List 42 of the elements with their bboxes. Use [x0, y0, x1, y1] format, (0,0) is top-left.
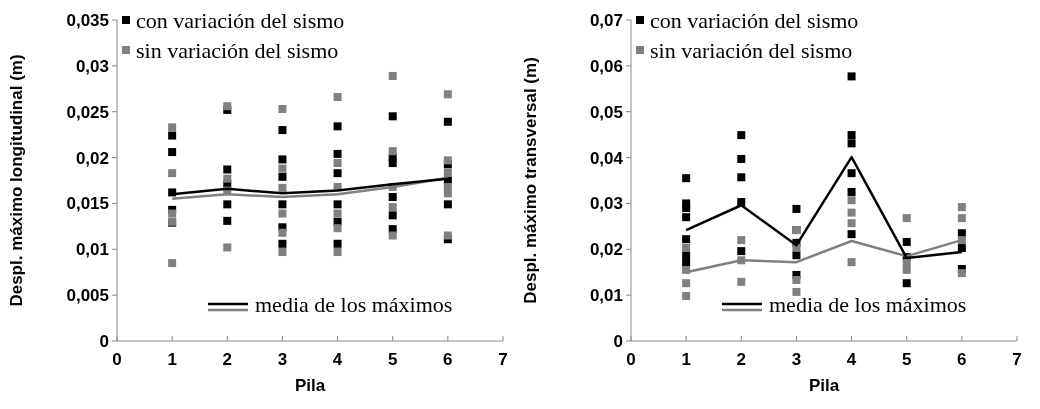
y-tick-label: 0,05 [589, 102, 623, 122]
x-tick-label: 1 [167, 350, 177, 369]
y-tick-label: 0,025 [66, 102, 109, 122]
x-tick-label: 6 [957, 350, 967, 369]
y-tick-label: 0 [99, 331, 109, 351]
y-tick-label: 0,06 [589, 56, 623, 76]
legend-label: sin variación del sismo [136, 37, 339, 63]
x-tick-label: 1 [681, 350, 691, 369]
legend-label: con variación del sismo [650, 7, 859, 33]
x-axis-title: Pila [294, 376, 326, 395]
y-tick-label: 0,02 [75, 148, 109, 168]
x-tick-label: 4 [846, 350, 857, 369]
x-tick-label: 2 [736, 350, 747, 369]
x-tick-label: 0 [626, 350, 636, 369]
y-tick-label: 0,015 [66, 194, 109, 214]
y-tick-label: 0,03 [589, 194, 623, 214]
y-tick-label: 0,03 [75, 56, 109, 76]
y-tick-label: 0,07 [589, 10, 623, 30]
y-axis-title: Despl. máximo transversal (m) [521, 57, 540, 304]
y-tick-label: 0,035 [66, 10, 109, 30]
x-tick-label: 5 [901, 350, 912, 369]
y-tick-label: 0,01 [589, 286, 623, 306]
legend-label: media de los máximos [769, 291, 967, 317]
legend-label: con variación del sismo [136, 7, 345, 33]
y-tick-label: 0,005 [66, 286, 109, 306]
y-tick-label: 0 [613, 331, 623, 351]
x-tick-label: 0 [112, 350, 122, 369]
x-tick-label: 3 [277, 350, 288, 369]
x-tick-label: 3 [791, 350, 802, 369]
legend-label: media de los máximos [255, 291, 453, 317]
y-tick-label: 0,01 [75, 240, 109, 260]
x-tick-label: 7 [498, 350, 508, 369]
y-tick-label: 0,02 [589, 240, 623, 260]
y-tick-label: 0,04 [589, 148, 624, 168]
x-tick-label: 4 [332, 350, 343, 369]
y-axis-title: Despl. máximo longitudinal (m) [7, 54, 26, 307]
x-tick-label: 2 [222, 350, 233, 369]
x-tick-label: 6 [443, 350, 453, 369]
legend-label: sin variación del sismo [650, 37, 853, 63]
x-axis-title: Pila [808, 376, 840, 395]
x-tick-label: 5 [387, 350, 398, 369]
x-tick-label: 7 [1012, 350, 1022, 369]
